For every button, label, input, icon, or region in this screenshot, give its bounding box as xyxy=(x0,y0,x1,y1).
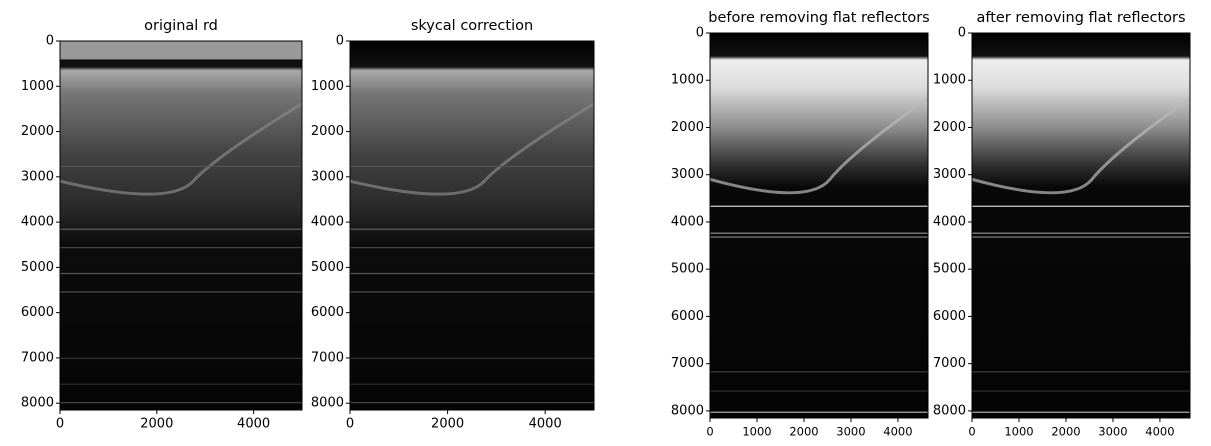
y-tick-label: 0 xyxy=(336,34,344,49)
x-tick-label: 2000 xyxy=(140,417,173,432)
y-tick-label: 4000 xyxy=(671,214,704,229)
y-tick-label: 0 xyxy=(958,26,966,41)
axes-frame xyxy=(709,32,929,419)
panel: 0 2000 4000 0 1000 2000 3000 4000 5000 6000 7000 80… xyxy=(311,18,595,432)
panel: 0 1000 2000 3000 4000 0 1000 2000 3000 4000 5000 60… xyxy=(671,10,930,439)
x-tick-label: 4000 xyxy=(883,425,912,439)
y-tick-label: 3000 xyxy=(671,167,704,182)
x-tick-label: 4000 xyxy=(1145,425,1174,439)
y-tick-label: 0 xyxy=(46,34,54,49)
y-tick-label: 5000 xyxy=(311,260,344,275)
y-tick-label: 4000 xyxy=(933,214,966,229)
y-tick-label: 8000 xyxy=(311,396,344,411)
x-tick-label: 1000 xyxy=(1004,425,1033,439)
y-tick-label: 1000 xyxy=(933,73,966,88)
layer-texture xyxy=(349,102,595,196)
x-tick-label: 2000 xyxy=(431,417,464,432)
radargram-image xyxy=(972,33,1190,418)
y-tick-label: 8000 xyxy=(671,403,704,418)
panel: 0 2000 4000 0 1000 2000 3000 4000 5000 6000 7000 80… xyxy=(21,18,303,432)
y-tick-label: 2000 xyxy=(671,120,704,135)
layer-texture xyxy=(709,97,929,195)
x-tick-label: 0 xyxy=(968,425,975,439)
x-tick-label: 0 xyxy=(56,417,64,432)
y-tick-label: 3000 xyxy=(933,167,966,182)
x-tick-label: 2000 xyxy=(789,425,818,439)
y-tick-label: 5000 xyxy=(21,260,54,275)
panel-title: skycal correction xyxy=(411,18,533,34)
radargram-image xyxy=(350,41,594,410)
y-tick-label: 1000 xyxy=(311,79,344,94)
x-tick-label: 1000 xyxy=(742,425,771,439)
x-tick-label: 2000 xyxy=(1051,425,1080,439)
x-tick-label: 0 xyxy=(706,425,713,439)
x-tick-label: 4000 xyxy=(237,417,270,432)
surface-band xyxy=(60,41,302,60)
y-tick-label: 2000 xyxy=(933,120,966,135)
axes-frame xyxy=(349,40,595,411)
panel-title: after removing flat reflectors xyxy=(976,10,1185,26)
radargram-image xyxy=(710,33,928,418)
y-tick-label: 0 xyxy=(696,26,704,41)
panel: 0 1000 2000 3000 4000 0 1000 2000 3000 4000 5000 60… xyxy=(933,10,1191,439)
x-tick-label: 3000 xyxy=(1098,425,1127,439)
y-tick-label: 1000 xyxy=(671,73,704,88)
y-tick-label: 5000 xyxy=(933,262,966,277)
panel-title: before removing flat reflectors xyxy=(708,10,929,26)
y-tick-label: 6000 xyxy=(933,309,966,324)
axes-frame xyxy=(59,40,303,411)
y-tick-label: 5000 xyxy=(671,262,704,277)
x-tick-label: 4000 xyxy=(529,417,562,432)
x-tick-label: 3000 xyxy=(836,425,865,439)
layer-texture xyxy=(971,97,1191,195)
y-tick-label: 6000 xyxy=(671,309,704,324)
y-tick-label: 6000 xyxy=(21,305,54,320)
x-tick-label: 0 xyxy=(346,417,354,432)
y-tick-label: 3000 xyxy=(21,169,54,184)
y-tick-label: 6000 xyxy=(311,305,344,320)
layer-texture xyxy=(59,102,303,196)
radargram-image xyxy=(60,41,302,410)
y-tick-label: 7000 xyxy=(933,356,966,371)
y-tick-label: 1000 xyxy=(21,79,54,94)
y-tick-label: 7000 xyxy=(671,356,704,371)
y-tick-label: 7000 xyxy=(21,350,54,365)
y-tick-label: 2000 xyxy=(311,124,344,139)
y-tick-label: 4000 xyxy=(311,215,344,230)
y-tick-label: 8000 xyxy=(21,396,54,411)
panel-title: original rd xyxy=(144,18,218,34)
y-tick-label: 4000 xyxy=(21,215,54,230)
y-tick-label: 2000 xyxy=(21,124,54,139)
axes-frame xyxy=(971,32,1191,419)
y-tick-label: 8000 xyxy=(933,403,966,418)
y-tick-label: 3000 xyxy=(311,169,344,184)
y-tick-label: 7000 xyxy=(311,350,344,365)
